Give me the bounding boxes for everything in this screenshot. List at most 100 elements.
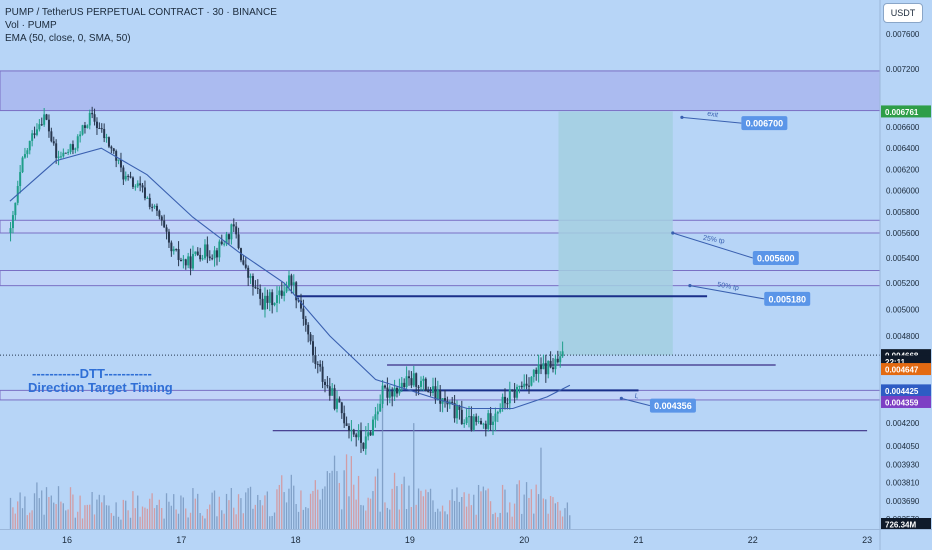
volume-bar — [223, 513, 225, 529]
volume-bar — [233, 507, 235, 529]
volume-bar — [415, 504, 417, 529]
annotation-leader-3 — [621, 397, 651, 407]
volume-bar — [525, 482, 528, 529]
candle-body — [57, 156, 60, 158]
volume-bar — [559, 510, 561, 529]
currency-button[interactable]: USDT — [883, 3, 923, 23]
volume-bar — [48, 497, 50, 529]
candle-body — [489, 413, 492, 425]
candle-body — [321, 366, 324, 382]
candle-body — [136, 183, 139, 187]
volume-bar — [398, 509, 400, 529]
candle-body — [381, 385, 384, 404]
candle-body — [436, 390, 439, 400]
y-tick-label-2: 0.006600 — [886, 123, 920, 132]
volume-bar — [319, 499, 321, 529]
volume-bar — [501, 484, 504, 529]
volume-bar — [271, 515, 273, 529]
candle-body — [432, 386, 435, 393]
candle-body — [297, 300, 300, 302]
candle-body — [259, 289, 262, 299]
candle-body — [523, 383, 526, 388]
volume-bar — [36, 482, 38, 529]
volume-bar — [482, 486, 485, 529]
volume-bar — [506, 512, 509, 529]
candle-body — [504, 396, 507, 404]
volume-bar — [513, 503, 516, 529]
candle-body — [287, 275, 290, 287]
legend-volume[interactable]: Vol · PUMP — [5, 20, 57, 31]
volume-bar — [216, 516, 218, 529]
volume-bar — [456, 487, 458, 529]
volume-bar — [369, 498, 372, 529]
candle-body — [139, 183, 142, 186]
candle-body — [343, 413, 346, 424]
volume-bar — [129, 517, 132, 529]
candle-body — [410, 378, 413, 386]
candle-body — [542, 363, 545, 370]
candle-body — [544, 363, 547, 375]
candle-body — [552, 367, 555, 370]
volume-bar — [377, 468, 379, 529]
volume-bar — [540, 447, 542, 529]
volume-bar — [199, 513, 201, 529]
annotation-callout-0 — [741, 116, 788, 131]
target-box — [558, 111, 673, 356]
volume-bar — [65, 510, 67, 529]
volume-bar — [257, 494, 259, 529]
price-tag-5 — [881, 395, 931, 408]
candle-body — [45, 114, 48, 120]
volume-bar — [545, 499, 547, 529]
volume-bar — [134, 508, 136, 529]
volume-bar — [434, 511, 437, 529]
volume-bar — [360, 504, 362, 529]
volume-bar — [554, 503, 557, 529]
candle-body — [434, 386, 437, 400]
volume-bar — [566, 502, 569, 529]
volume-bar — [353, 484, 355, 529]
dtt-line-2: Direction Target Timing — [28, 380, 173, 395]
candle-body — [201, 258, 204, 260]
candle-body — [131, 177, 134, 187]
candle-body — [511, 389, 514, 391]
volume-bar — [357, 475, 360, 529]
candle-body — [292, 282, 295, 286]
candle-body — [376, 411, 379, 415]
y-tick-label-12: 0.004200 — [886, 419, 920, 428]
candle-body — [247, 267, 250, 278]
volume-bar — [41, 490, 43, 529]
volume-bar — [461, 497, 463, 529]
annotation-note-2: 50% tp — [717, 282, 740, 293]
volume-bar — [468, 493, 470, 529]
volume-bar — [53, 502, 55, 529]
volume-bar — [163, 518, 165, 529]
candle-body — [211, 258, 214, 260]
candle-body — [50, 131, 53, 142]
candle-body — [309, 334, 312, 342]
volume-bar — [254, 504, 256, 529]
volume-bar — [307, 508, 309, 529]
volume-bar — [113, 515, 115, 529]
volume-bar — [103, 495, 105, 529]
legend-ema[interactable]: EMA (50, close, 0, SMA, 50) — [5, 33, 131, 44]
price-tag-text-3: 0.004647 — [885, 366, 919, 375]
candle-body — [117, 159, 120, 161]
candle-body — [451, 401, 454, 403]
candle-body — [333, 388, 336, 409]
candle-body — [206, 244, 209, 257]
volume-bar — [365, 510, 367, 529]
candle-body — [338, 398, 341, 403]
candle-body — [395, 387, 398, 394]
volume-bar — [410, 507, 413, 529]
volume-bar — [331, 470, 333, 529]
volume-bar — [43, 514, 45, 529]
candle-body — [559, 356, 562, 363]
legend-symbol[interactable]: PUMP / TetherUS PERPETUAL CONTRACT · 30 … — [5, 7, 277, 18]
annotation-note-3: L — [634, 393, 639, 401]
volume-bar — [245, 492, 247, 529]
volume-bar — [288, 488, 290, 529]
candle-body — [177, 249, 180, 260]
candle-body — [422, 378, 425, 381]
